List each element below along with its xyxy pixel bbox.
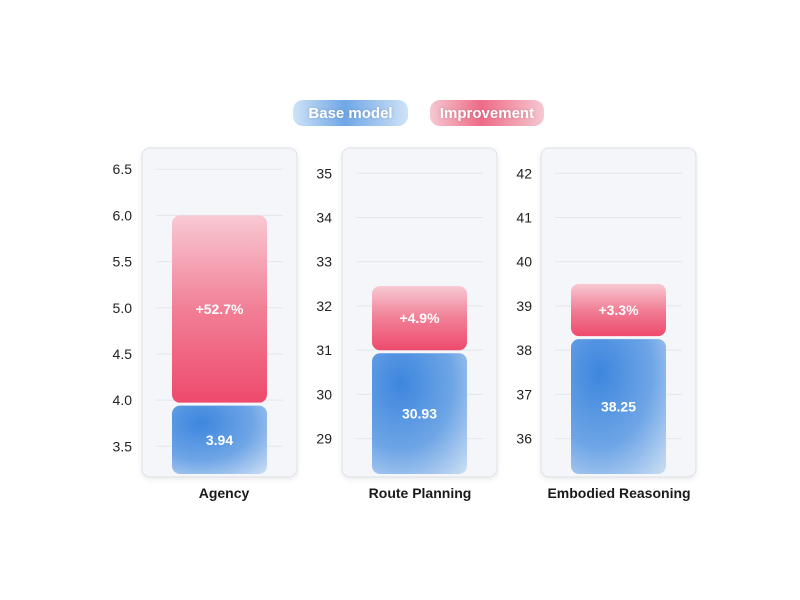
y-tick-label: 6.0 — [113, 207, 133, 223]
legend-base-model: Base model — [293, 100, 408, 126]
bar-base-value-label: 38.25 — [601, 399, 636, 415]
y-tick-label: 32 — [316, 298, 332, 314]
bar-base-value-label: 3.94 — [206, 432, 233, 448]
y-tick-label: 4.5 — [113, 346, 133, 362]
y-tick-label: 4.0 — [113, 392, 133, 408]
y-tick-label: 36 — [516, 431, 532, 447]
y-tick-label: 35 — [316, 165, 332, 181]
y-tick-label: 29 — [316, 431, 332, 447]
y-tick-label: 42 — [516, 165, 532, 181]
bar-improvement — [172, 215, 267, 403]
y-tick-label: 6.5 — [113, 161, 133, 177]
bar-improvement-label: +3.3% — [598, 302, 639, 318]
y-tick-label: 39 — [516, 298, 532, 314]
bar-improvement — [372, 286, 467, 351]
category-label: Agency — [199, 485, 250, 501]
bar-improvement-label: +4.9% — [399, 310, 440, 326]
y-tick-label: 38 — [516, 342, 532, 358]
bar-improvement — [571, 283, 666, 337]
y-tick-label: 33 — [316, 254, 332, 270]
y-tick-label: 37 — [516, 386, 532, 402]
bar-improvement-label: +52.7% — [196, 301, 244, 317]
y-tick-label: 40 — [516, 254, 532, 270]
y-tick-label: 41 — [516, 209, 532, 225]
bar-base-model — [172, 405, 267, 474]
category-label: Route Planning — [369, 485, 472, 501]
y-tick-label: 3.5 — [113, 438, 133, 454]
y-tick-label: 31 — [316, 342, 332, 358]
y-tick-label: 5.5 — [113, 254, 133, 270]
y-tick-label: 5.0 — [113, 300, 133, 316]
legend-improvement: Improvement — [430, 100, 544, 126]
bar-base-model — [571, 339, 666, 474]
legend: Base model Improvement — [0, 100, 800, 128]
y-tick-label: 30 — [316, 386, 332, 402]
category-label: Embodied Reasoning — [547, 485, 690, 501]
y-tick-label: 34 — [316, 209, 332, 225]
bar-base-value-label: 30.93 — [402, 406, 437, 422]
bar-base-model — [372, 353, 467, 474]
